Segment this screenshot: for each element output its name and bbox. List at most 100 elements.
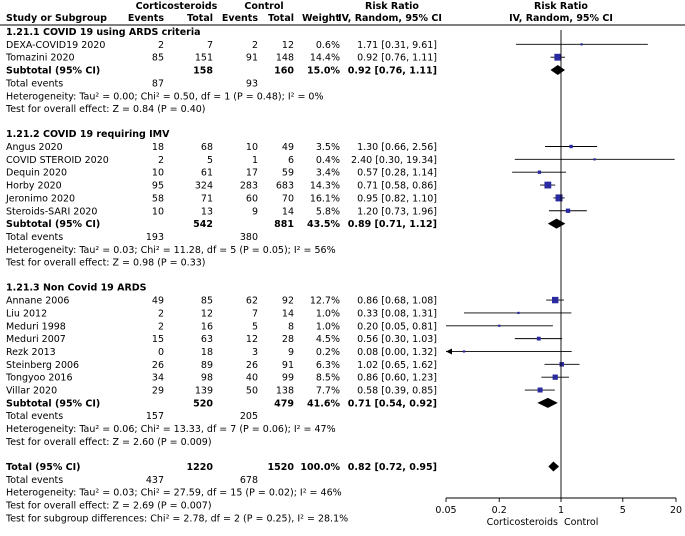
risk-ratio-ci: 1.71 [0.31, 9.61] [357, 40, 437, 51]
risk-ratio-ci: 1.30 [0.66, 2.56] [357, 142, 437, 153]
study-name: Horby 2020 [6, 181, 62, 192]
subgroup-title: 1.21.1 COVID 19 using ARDS criteria [6, 27, 201, 38]
total-2: 92 [282, 296, 294, 307]
total-2: 14 [282, 206, 294, 217]
risk-ratio-ci: 0.57 [0.28, 1.14] [357, 168, 437, 179]
subtotal-ci: 0.71 [0.54, 0.92] [348, 398, 437, 409]
events-2: 26 [246, 360, 258, 371]
heterogeneity: Heterogeneity: Tau² = 0.00; Chi² = 0.50,… [6, 91, 324, 102]
events-2: 60 [246, 193, 258, 204]
total-events-1: 87 [152, 78, 164, 89]
axis-tick-label: 0.05 [435, 505, 456, 516]
total-events-1: 157 [146, 411, 164, 422]
header-total-1: Total [187, 13, 213, 24]
favours-right: Control [564, 517, 598, 528]
subtotal-total-1: 520 [193, 398, 213, 409]
subtotal-total-1: 542 [193, 219, 213, 230]
total-2: 148 [276, 53, 294, 64]
header-rr-title-left: Risk Ratio [365, 1, 419, 12]
risk-ratio-ci: 0.86 [0.60, 1.23] [357, 373, 437, 384]
events-1: 26 [152, 360, 164, 371]
total-2: 9 [288, 347, 294, 358]
total-diamond [548, 461, 560, 472]
subtotal-ci: 0.89 [0.71, 1.12] [348, 219, 437, 230]
total-2: 12 [282, 40, 294, 51]
subtotal-total-2: 479 [274, 398, 294, 409]
events-2: 7 [252, 308, 258, 319]
overall-total-events-1: 437 [146, 475, 164, 486]
events-2: 9 [252, 206, 258, 217]
total-weight: 100.0% [300, 462, 340, 473]
point-estimate [580, 43, 583, 46]
risk-ratio-ci: 1.20 [0.73, 1.96] [357, 206, 437, 217]
header-method-left: IV, Random, 95% CI [338, 13, 442, 24]
favours-left: Corticosteroids [487, 517, 558, 528]
total-1: 71 [201, 193, 213, 204]
risk-ratio-ci: 0.33 [0.08, 1.31] [357, 308, 437, 319]
events-2: 40 [246, 373, 258, 384]
risk-ratio-ci: 0.58 [0.39, 0.85] [357, 386, 437, 397]
risk-ratio-ci: 0.86 [0.68, 1.08] [357, 296, 437, 307]
total-total-2: 1520 [268, 462, 295, 473]
weight: 12.7% [310, 296, 340, 307]
subgroup-title: 1.21.2 COVID 19 requiring IMV [6, 129, 170, 140]
total-events-label: Total events [5, 232, 63, 243]
total-events-2: 93 [246, 78, 258, 89]
total-2: 6 [288, 155, 294, 166]
total-ci: 0.82 [0.72, 0.95] [348, 462, 437, 473]
subtotal-diamond [550, 65, 566, 76]
events-2: 5 [252, 321, 258, 332]
total-events-2: 205 [240, 411, 258, 422]
weight: 5.8% [316, 206, 340, 217]
events-1: 2 [158, 321, 164, 332]
total-2: 28 [282, 334, 294, 345]
total-1: 139 [195, 386, 213, 397]
point-estimate [569, 144, 573, 149]
weight: 1.0% [316, 308, 340, 319]
events-1: 10 [152, 168, 164, 179]
study-name: Dequin 2020 [6, 168, 67, 179]
total-2: 683 [276, 181, 294, 192]
subtotal-label: Subtotal (95% CI) [6, 398, 100, 409]
weight: 3.5% [316, 142, 340, 153]
subtotal-label: Subtotal (95% CI) [6, 219, 100, 230]
risk-ratio-ci: 0.71 [0.58, 0.86] [357, 181, 437, 192]
study-name: Jeronimo 2020 [5, 193, 75, 204]
events-2: 10 [246, 142, 258, 153]
study-name: Meduri 1998 [6, 321, 66, 332]
point-estimate [555, 194, 563, 202]
subtotal-diamond [547, 218, 566, 229]
total-1: 61 [201, 168, 213, 179]
events-2: 2 [252, 40, 258, 51]
weight: 14.4% [310, 53, 340, 64]
weight: 14.3% [310, 181, 340, 192]
events-1: 0 [158, 347, 164, 358]
total-1: 18 [201, 347, 213, 358]
subtotal-total-1: 158 [193, 66, 213, 77]
total-2: 59 [282, 168, 294, 179]
point-estimate [593, 158, 596, 161]
point-estimate [552, 374, 558, 380]
risk-ratio-ci: 2.40 [0.30, 19.34] [351, 155, 437, 166]
study-name: DEXA-COVID19 2020 [6, 40, 105, 51]
header-total-2: Total [268, 13, 294, 24]
x-axis: 0.05 0.2 1 5 20 Corticosteroids Control [435, 497, 682, 528]
point-estimate [498, 324, 501, 327]
events-1: 34 [152, 373, 164, 384]
events-1: 95 [152, 181, 164, 192]
total-1: 85 [201, 296, 213, 307]
total-1: 13 [201, 206, 213, 217]
total-total-1: 1220 [187, 462, 214, 473]
header-events-1: Events [128, 13, 164, 24]
weight: 4.5% [316, 334, 340, 345]
total-1: 5 [207, 155, 213, 166]
overall-effect: Test for overall effect: Z = 2.60 (P = 0… [5, 437, 212, 448]
plot-marks [446, 30, 675, 498]
header-rr-title-right: Risk Ratio [534, 1, 588, 12]
subtotal-diamond [537, 397, 558, 408]
study-name: Steroids-SARI 2020 [6, 206, 97, 217]
point-estimate [462, 350, 466, 353]
weight: 0.2% [316, 347, 340, 358]
heterogeneity: Heterogeneity: Tau² = 0.06; Chi² = 13.33… [6, 424, 336, 435]
risk-ratio-ci: 0.95 [0.82, 1.10] [357, 193, 437, 204]
